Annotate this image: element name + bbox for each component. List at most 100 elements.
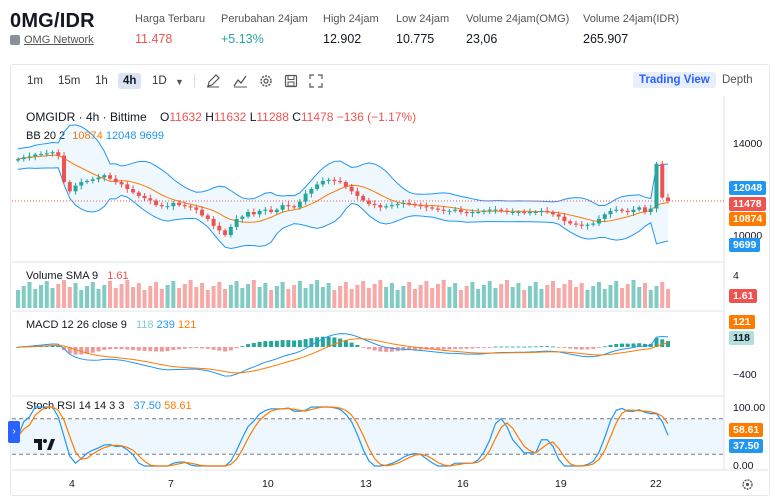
macd-histogram-bar [378, 347, 383, 352]
candle-body [309, 189, 314, 194]
draw-pencil-icon[interactable] [206, 74, 220, 88]
macd-histogram-bar [412, 347, 417, 350]
volume-bar [625, 284, 630, 308]
volume-bar [476, 289, 481, 308]
macd-histogram-bar [545, 346, 550, 347]
volume-bar [556, 288, 561, 308]
macd-signal-line [17, 338, 669, 374]
volume-bar [90, 282, 95, 308]
macd-histogram-bar [441, 347, 446, 350]
macd-histogram-bar [303, 339, 308, 347]
candle-body [361, 195, 366, 201]
volume-bar [125, 280, 130, 308]
ohlc-low: 11288 [256, 110, 289, 124]
bb-basis: 10874 [72, 130, 103, 142]
volume-bar [27, 282, 32, 308]
volume-bar [378, 280, 383, 308]
volume-bar [619, 288, 624, 308]
volume-bar [73, 283, 78, 308]
indicator-chart-icon[interactable] [233, 74, 248, 88]
macd-histogram-bar [148, 347, 153, 352]
depth-button[interactable]: Depth [722, 74, 753, 86]
chevron-down-icon[interactable]: ▼ [175, 77, 184, 87]
volume-bar [545, 285, 550, 308]
volume-bar [315, 280, 320, 308]
volume-bar [62, 280, 67, 308]
macd-histogram-bar [73, 347, 78, 355]
interval-1m[interactable]: 1m [27, 75, 43, 87]
volume-bar [148, 286, 153, 308]
macd-histogram-bar [568, 347, 573, 349]
macd-histogram-bar [246, 344, 251, 347]
gear-icon[interactable] [259, 74, 273, 88]
interval-15m[interactable]: 15m [58, 75, 81, 87]
macd-histogram-bar [585, 347, 590, 350]
macd-histogram-bar [113, 347, 118, 350]
settings-gear-icon[interactable] [741, 478, 754, 491]
candle-body [372, 203, 377, 206]
candle-body [591, 223, 596, 225]
trading-view-button[interactable]: Trading View [633, 72, 716, 88]
volume-label: Volume SMA 9 [26, 270, 99, 282]
volume-bar [67, 287, 72, 308]
macd-histogram-bar [614, 343, 619, 347]
macd-histogram-bar [194, 347, 199, 349]
macd-histogram-bar [240, 346, 245, 347]
interval-1h[interactable]: 1h [95, 75, 108, 87]
save-icon[interactable] [284, 74, 298, 88]
candle-body [378, 205, 383, 208]
macd-histogram-bar [67, 347, 72, 354]
macd-histogram-bar [223, 347, 228, 352]
macd-histogram-bar [464, 347, 469, 349]
volume-bar [441, 280, 446, 308]
volume-bar [666, 289, 670, 308]
macd-histogram-bar [286, 340, 291, 347]
macd-histogram-bar [666, 341, 670, 347]
volume-bar [194, 287, 199, 308]
candle-body [62, 155, 67, 183]
network-link[interactable]: OMG Network [24, 34, 94, 46]
candle-body [625, 210, 630, 212]
candle-body [418, 205, 423, 207]
candle-body [504, 210, 509, 212]
collapse-panel-arrow-icon[interactable]: › [8, 421, 20, 443]
macd-histogram-bar [637, 343, 642, 347]
interval-4h[interactable]: 4h [118, 73, 142, 89]
volume-bar [608, 285, 613, 308]
candle-body [654, 163, 659, 209]
volume-bar [142, 290, 147, 308]
candle-body [332, 179, 337, 181]
bb-upper: 12048 [105, 130, 137, 142]
interval-1d[interactable]: 1D [152, 75, 167, 87]
candle-body [401, 202, 406, 204]
bb-upper-badge: 12048 [729, 181, 767, 195]
volume-value: 1.61 [107, 270, 129, 282]
volume-bar [384, 287, 389, 308]
macd-histogram-bar [119, 347, 124, 350]
macd-legend: MACD 12 26 close 9 118 239 121 [26, 319, 196, 331]
candle-body [539, 210, 544, 212]
fullscreen-icon[interactable] [309, 74, 323, 88]
macd-histogram-bar [458, 347, 463, 349]
macd-histogram-bar [234, 347, 239, 349]
candle-body [516, 212, 521, 213]
candle-body [39, 154, 44, 156]
volume-bar [418, 285, 423, 308]
macd-signal-value: 121 [177, 319, 197, 331]
bb-basis-badge: 10874 [729, 212, 767, 226]
macd-histogram-bar [217, 347, 222, 351]
volume-bar [159, 289, 164, 308]
candle-body [286, 205, 291, 207]
volume-bar [79, 290, 84, 308]
candle-body [263, 209, 268, 211]
candle-body [85, 180, 90, 183]
candle-body [389, 205, 394, 207]
volume-bar [527, 286, 532, 308]
volume-bar [44, 281, 49, 308]
volume-bar [102, 285, 107, 308]
volume-bar [372, 284, 377, 308]
macd-histogram-bar [211, 347, 216, 350]
candle-body [154, 200, 159, 206]
candle-body [274, 209, 279, 212]
